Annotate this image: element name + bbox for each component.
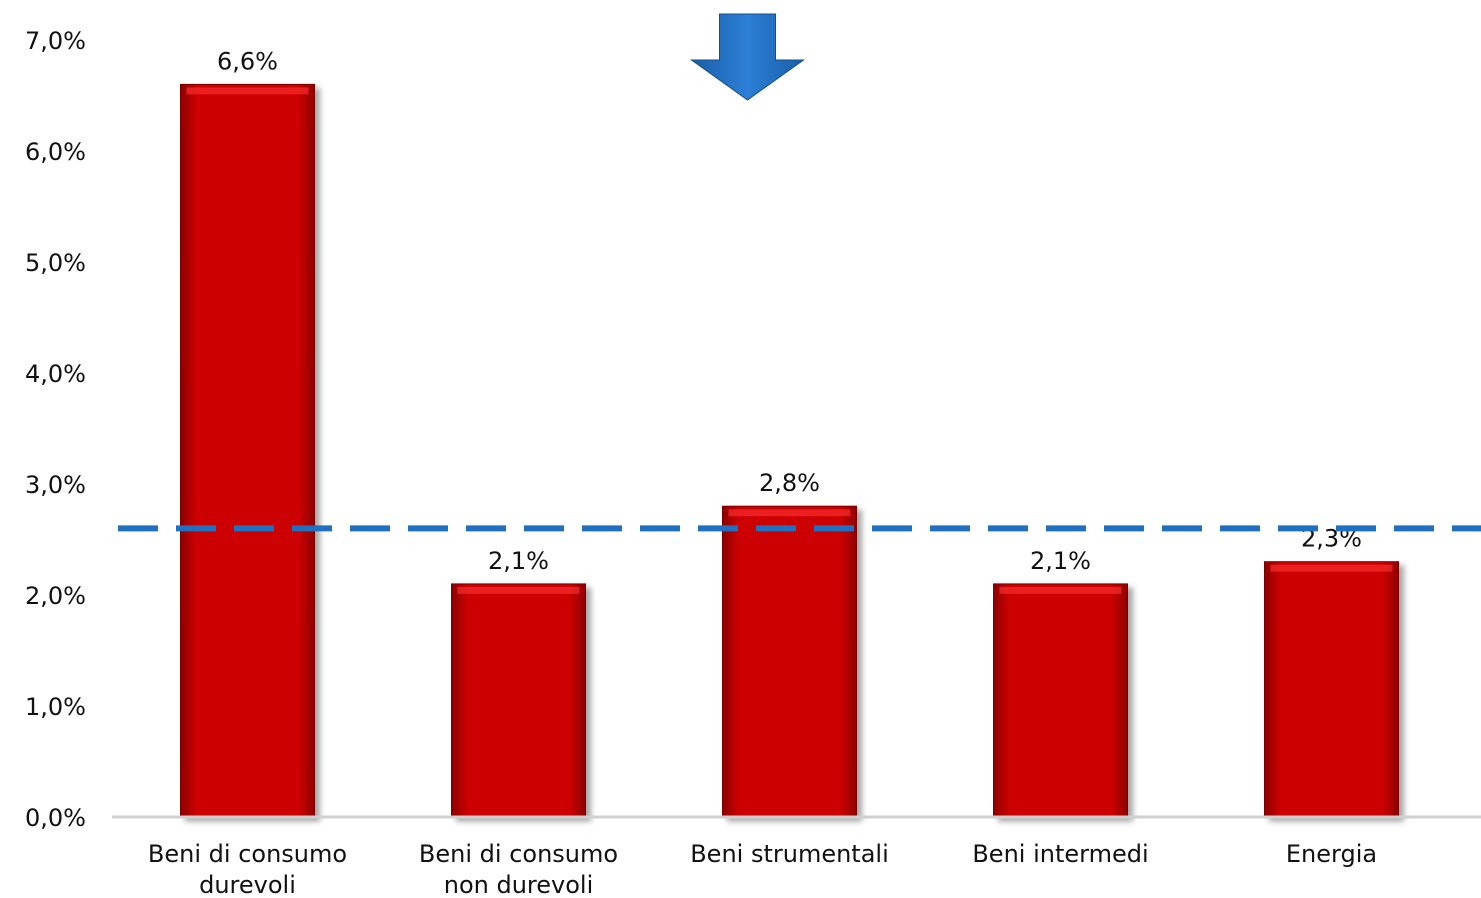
y-tick-label: 3,0%	[25, 471, 86, 499]
bar-highlight	[1270, 564, 1393, 572]
y-tick-label: 5,0%	[25, 249, 86, 277]
category-label-line: Beni strumentali	[690, 840, 889, 868]
category-label: Energia	[1286, 840, 1377, 868]
category-label: Beni strumentali	[690, 840, 889, 868]
data-label: 2,1%	[488, 547, 549, 575]
y-tick-label: 0,0%	[25, 804, 86, 832]
category-label-line: durevoli	[199, 871, 296, 898]
y-tick-label: 1,0%	[25, 693, 86, 721]
down-arrow-icon	[689, 13, 806, 101]
bar-highlight	[457, 586, 580, 594]
bar	[722, 505, 857, 818]
y-tick-label: 4,0%	[25, 360, 86, 388]
bar-highlight	[999, 586, 1122, 594]
overlay	[118, 13, 1481, 532]
bar-group	[451, 583, 586, 818]
bar-group	[722, 505, 857, 818]
category-label-line: Beni intermedi	[972, 840, 1148, 868]
bar	[993, 583, 1128, 818]
x-axis: Beni di consumo durevoli Beni di consumo no…	[112, 815, 1481, 898]
y-axis: 0,0% 1,0% 2,0% 3,0% 4,0% 5,0% 6,0% 7,0%	[25, 27, 86, 832]
category-label: Beni di consumo non durevoli	[419, 840, 618, 898]
category-label-line: Beni di consumo	[419, 840, 618, 868]
bar-highlight	[728, 509, 851, 517]
y-tick-label: 7,0%	[25, 27, 86, 55]
category-label-line: Beni di consumo	[148, 840, 347, 868]
y-tick-label: 6,0%	[25, 138, 86, 166]
bar-group	[180, 83, 315, 818]
data-label: 2,1%	[1030, 547, 1091, 575]
bar-group	[993, 583, 1128, 818]
bars: 6,6%2,1%2,8%2,1%2,3%	[180, 47, 1399, 818]
category-label: Beni intermedi	[972, 840, 1148, 868]
bar	[180, 83, 315, 818]
bar	[451, 583, 586, 818]
category-label-line: Energia	[1286, 840, 1377, 868]
data-label: 6,6%	[217, 47, 278, 75]
category-label-line: non durevoli	[444, 871, 594, 898]
bar	[1264, 561, 1399, 818]
bar-group	[1264, 561, 1399, 818]
y-tick-label: 2,0%	[25, 582, 86, 610]
category-label: Beni di consumo durevoli	[148, 840, 347, 898]
bar-highlight	[186, 87, 309, 95]
data-label: 2,8%	[759, 469, 820, 497]
